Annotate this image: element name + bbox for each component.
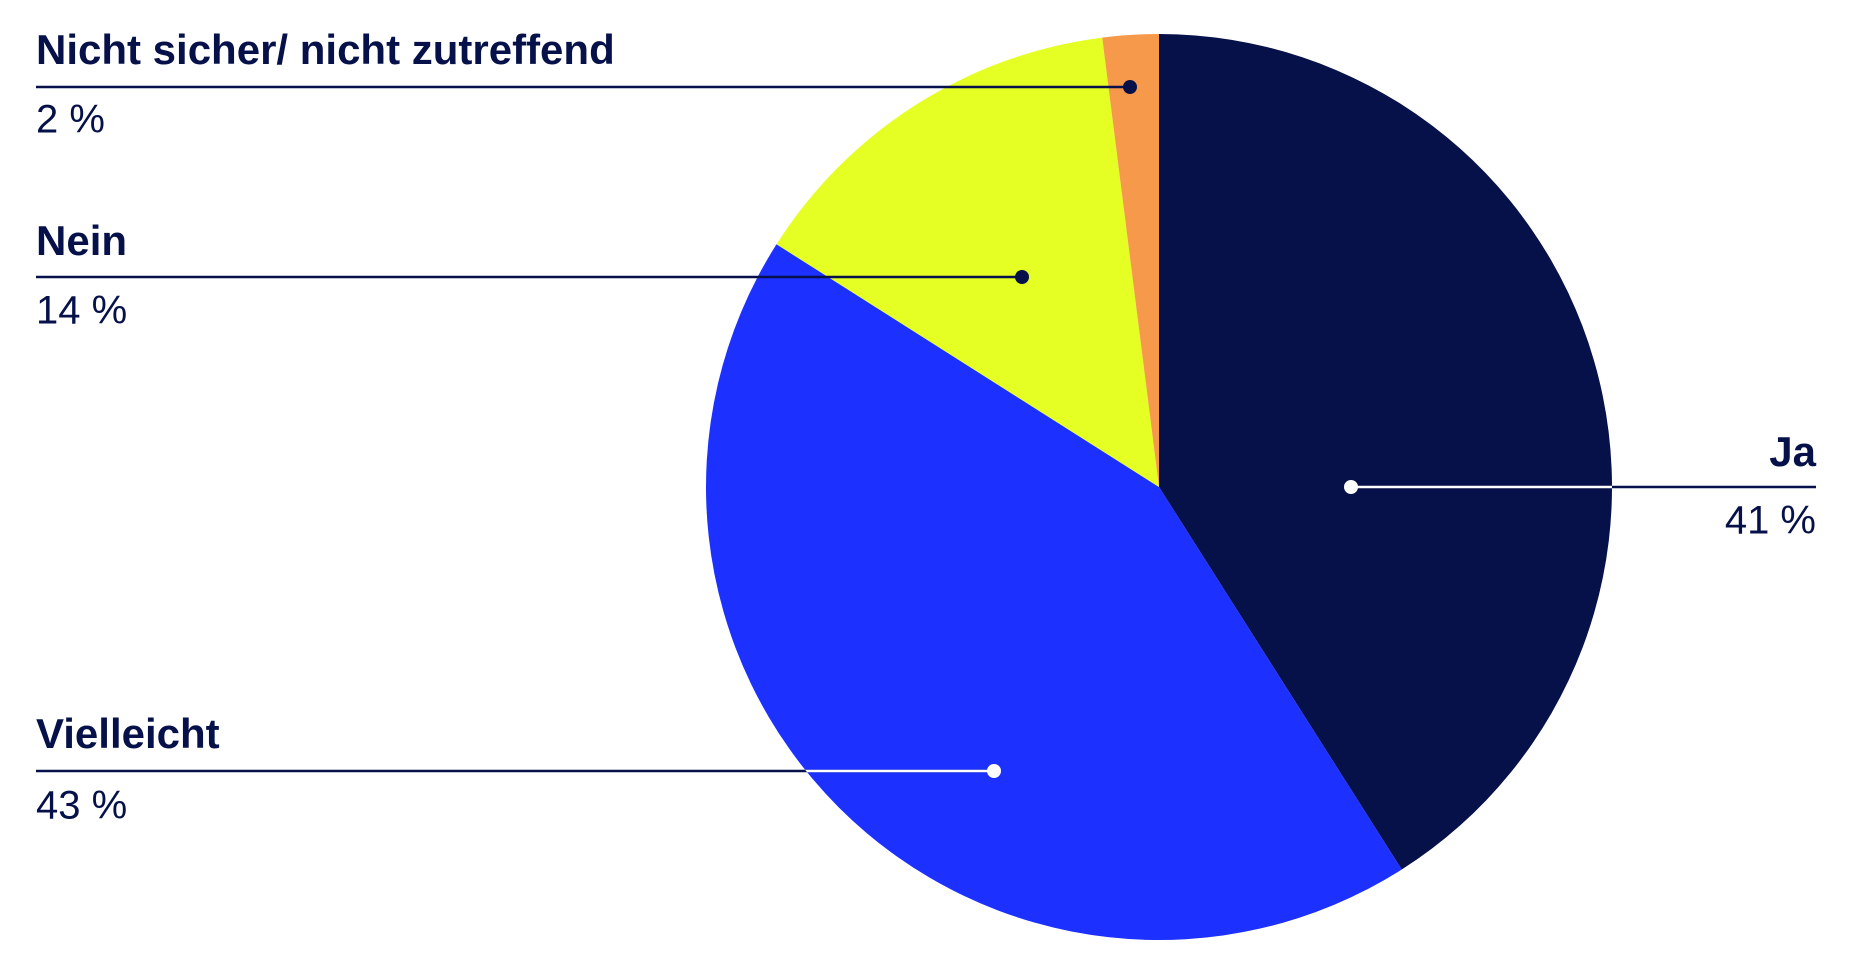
pie-slice <box>1102 34 1159 487</box>
slice-value: 43 % <box>36 784 127 828</box>
slice-label: Vielleicht <box>36 710 220 757</box>
leader-dot <box>987 764 1001 778</box>
leader-dot <box>1344 480 1358 494</box>
slice-label: Nicht sicher/ nicht zutreffend <box>36 26 615 73</box>
slice-value: 2 % <box>36 98 105 142</box>
leader-dot <box>1015 270 1029 284</box>
slice-label: Ja <box>1769 428 1816 475</box>
pie-slice <box>706 244 1402 940</box>
slice-value: 41 % <box>1725 499 1816 543</box>
pie-slice <box>1159 34 1612 870</box>
slice-value: 14 % <box>36 289 127 333</box>
slice-label: Nein <box>36 217 127 264</box>
pie-slice <box>776 37 1159 487</box>
leader-dot <box>1123 80 1137 94</box>
